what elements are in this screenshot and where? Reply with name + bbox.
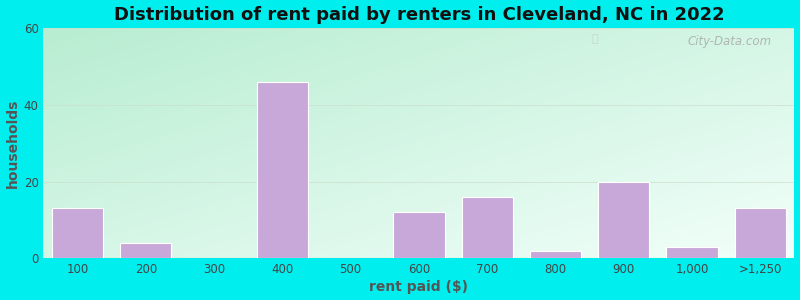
Y-axis label: households: households <box>6 98 19 188</box>
Title: Distribution of rent paid by renters in Cleveland, NC in 2022: Distribution of rent paid by renters in … <box>114 6 724 24</box>
Bar <box>530 251 581 258</box>
Text: City-Data.com: City-Data.com <box>688 35 772 48</box>
Bar <box>666 247 718 258</box>
Bar <box>394 212 445 258</box>
Bar <box>462 197 513 258</box>
Bar <box>257 82 308 258</box>
Bar <box>52 208 103 258</box>
X-axis label: rent paid ($): rent paid ($) <box>370 280 469 294</box>
Bar <box>734 208 786 258</box>
Bar <box>598 182 650 258</box>
Bar <box>120 243 171 258</box>
Text: 🔍: 🔍 <box>592 34 598 44</box>
